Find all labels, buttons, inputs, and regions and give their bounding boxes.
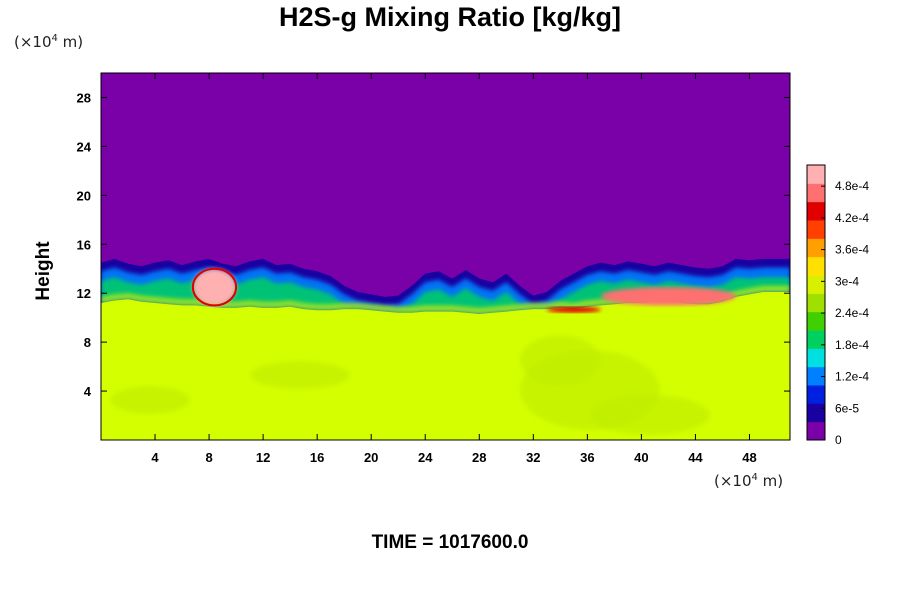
colorbar-segment: [807, 385, 825, 404]
colorbar-segment: [807, 201, 825, 221]
x-tick-label: 24: [418, 450, 433, 465]
y-tick-label: 16: [77, 237, 91, 252]
colorbar-tick-label: 1.2e-4: [835, 370, 869, 384]
y-tick-label: 4: [84, 384, 92, 399]
colorbar-tick-label: 3e-4: [835, 274, 859, 288]
plot-frame: [100, 72, 791, 441]
x-tick-label: 36: [580, 450, 594, 465]
colorbar-tick-label: 0: [835, 433, 842, 447]
y-axis-unit: (×104 m): [14, 33, 84, 51]
x-tick-label: 44: [688, 450, 703, 465]
colorbar-tick-label: 4.2e-4: [835, 211, 869, 225]
lower-field-patch: [110, 386, 190, 414]
chart-title: H2S-g Mixing Ratio [kg/kg]: [278, 2, 621, 32]
colorbar-segment: [807, 348, 825, 368]
colorbar-segment: [807, 293, 825, 313]
x-tick-label: 32: [526, 450, 540, 465]
x-tick-label: 4: [151, 450, 159, 465]
colorbar-segment: [807, 366, 825, 386]
colorbar-segment: [807, 165, 825, 184]
colorbar-segment: [807, 220, 825, 239]
x-tick-label: 40: [634, 450, 648, 465]
colorbar-tick-label: 6e-5: [835, 401, 859, 415]
x-tick-label: 48: [742, 450, 756, 465]
y-tick-label: 12: [77, 286, 91, 301]
high-value-feature-2: [546, 306, 601, 313]
feature-rim: [191, 267, 238, 307]
plot-area: [101, 73, 790, 440]
colorbar-frame: [806, 164, 826, 441]
time-readout: TIME = 1017600.0: [371, 532, 529, 553]
high-value-feature-3: [600, 287, 736, 306]
x-tick-label: 20: [364, 450, 378, 465]
colorbar-segment: [807, 311, 825, 331]
colorbar-tick-label: 1.8e-4: [835, 338, 869, 352]
colorbar-segment: [807, 421, 825, 441]
x-tick-label: 28: [472, 450, 486, 465]
colorbar-segment: [807, 256, 825, 276]
y-tick-label: 8: [84, 335, 91, 350]
x-tick-label: 12: [256, 450, 270, 465]
y-tick-label: 20: [77, 188, 91, 203]
colorbar-segment: [807, 238, 825, 258]
colorbar-tick-label: 3.6e-4: [835, 243, 869, 257]
x-tick-label: 8: [205, 450, 212, 465]
lower-field-patch: [590, 395, 710, 435]
colorbar: 0 6e-5 1.2e-4 1.8e-4 2.4e-4 3e-4 3.6e-4 4.2e-4 4…: [806, 164, 869, 447]
y-tick-label: 24: [77, 139, 92, 154]
colorbar-segment: [807, 330, 825, 349]
colorbar-segment: [807, 403, 825, 423]
lower-field-patch: [250, 361, 350, 389]
x-axis-unit: (×104 m): [714, 472, 784, 490]
colorbar-segment: [807, 183, 825, 203]
colorbar-tick-label: 4.8e-4: [835, 179, 869, 193]
x-tick-label: 16: [310, 450, 324, 465]
interface-green-edge: [101, 285, 790, 314]
high-value-feature-1: [192, 268, 237, 306]
colorbar-segment: [807, 275, 825, 294]
colorbar-tick-label: 2.4e-4: [835, 306, 869, 320]
y-tick-label: 28: [77, 90, 91, 105]
lower-field-patch: [520, 335, 600, 385]
